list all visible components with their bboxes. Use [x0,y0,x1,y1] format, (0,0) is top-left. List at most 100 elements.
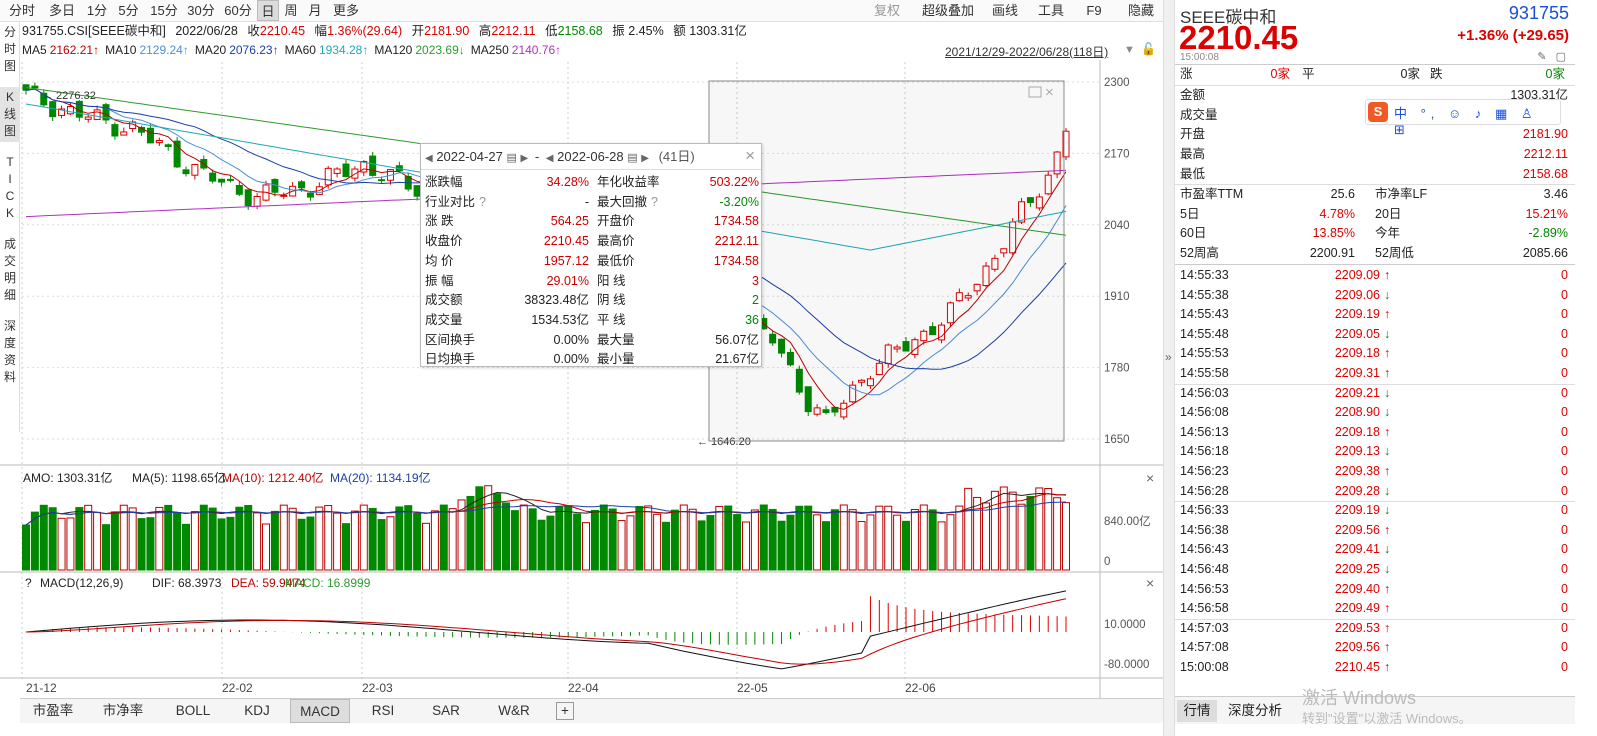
candle-body [333,168,341,174]
high-mark: ← 2276.32 [42,90,96,102]
volume-bar [93,511,102,571]
tab-depth-analysis[interactable]: 深度分析 [1228,703,1282,718]
ime-logo-icon[interactable]: S [1368,102,1388,122]
date-range-label[interactable]: 2021/12/29-2022/06/28(118日) [945,45,1109,59]
volume-bar [484,485,493,571]
period-2[interactable]: 1分 [86,3,108,18]
volume-bar [386,516,395,571]
tool-3[interactable]: 工具 [1037,3,1064,18]
panel-divider[interactable]: » [1163,0,1175,736]
amo-ma10: MA(10): 1212.40亿 [222,470,323,485]
volume-bar [1053,497,1062,571]
tab-hangqing[interactable]: 行情 [1177,700,1217,722]
candle-body [226,178,234,181]
period-4[interactable]: 15分 [150,3,178,18]
volume-bar [715,505,724,571]
indicator-tabs: 市盈率 市净率 BOLL KDJ MACD RSI SAR W&R + [20,698,1165,723]
amo-ma10-line [25,493,1067,526]
tool-5[interactable]: 隐藏 [1127,3,1154,18]
period-5[interactable]: 30分 [187,3,215,18]
price-axis-label: 1910 [1104,291,1130,303]
collapse-arrow-icon[interactable]: » [1165,350,1172,364]
down-arrow-icon: ↓ [1384,287,1391,302]
period-9[interactable]: 月 [308,3,322,18]
volume-bar [253,512,262,571]
price-axis-label: 2040 [1104,220,1130,232]
indicator-tab-4[interactable]: MACD [290,699,350,723]
popup-start-date[interactable]: 2022-04-27 [436,149,503,164]
quote-date: 2022/06/28 [175,24,238,38]
down-arrow-icon: ↓ [1384,326,1391,341]
prev-end-icon[interactable]: ◀ [545,153,554,164]
volume-bar [1017,503,1026,571]
view-4[interactable]: 深度资料 [3,319,16,384]
prev-start-icon[interactable]: ◀ [425,153,433,164]
volume-bar [395,506,404,571]
popup-end-date[interactable]: 2022-06-28 [557,149,624,164]
tick-row: 14:56:18 2209.13 ↓ 0 [1180,442,1568,462]
ime-tool-icons[interactable]: 中 °, ☺ ♪ ▦ ♙ ⊞ [1394,106,1538,137]
up-count: 0家 [1270,67,1290,81]
up-arrow-icon: ↑ [1384,620,1391,635]
indicator-tab-3[interactable]: KDJ [244,703,270,718]
next-end-icon[interactable]: ▶ [641,153,649,164]
add-tab-icon[interactable]: + [556,702,574,720]
help-icon: ? [479,194,486,209]
period-6[interactable]: 60分 [224,3,252,18]
tool-2[interactable]: 画线 [991,3,1018,18]
volume-bar [644,505,653,571]
volume-bar [848,509,857,571]
period-7[interactable]: 日 [257,0,279,21]
next-start-icon[interactable]: ▶ [520,153,529,164]
candle-body [1053,151,1061,175]
ime-toolbar[interactable]: S 中 °, ☺ ♪ ▦ ♙ ⊞ [1365,99,1561,137]
indicator-tab-6[interactable]: SAR [432,703,460,718]
quote-stat-row: 60日 13.85% 今年 -2.89% [1180,226,1568,241]
quote-tools-icons[interactable]: ✎ ▢ [1537,51,1569,63]
volume-bar [564,505,573,571]
period-0[interactable]: 分时 [8,3,35,18]
indicator-tab-7[interactable]: W&R [498,703,530,718]
volume-bar [777,520,786,571]
calendar-icon[interactable]: ▤ [627,152,638,164]
tool-4[interactable]: F9 [1086,3,1102,18]
candle-body [173,140,181,168]
period-10[interactable]: 更多 [332,3,359,18]
indicator-tab-0[interactable]: 市盈率 [32,703,74,718]
right-tabs: 行情 深度分析 [1175,696,1575,724]
view-3[interactable]: 成交明细 [3,237,16,302]
indicator-tab-2[interactable]: BOLL [175,703,211,718]
down-arrow-icon: ↓ [1384,542,1391,557]
tick-row: 14:55:38 2209.06 ↓ 0 [1180,286,1568,306]
view-0[interactable]: 分时图 [3,25,16,73]
candle-body [40,92,48,106]
volume-bar [110,511,119,571]
volume-bar [617,520,626,571]
tick-row: 14:56:23 2209.38 ↑ 0 [1180,462,1568,482]
close-icon[interactable]: × [745,146,755,165]
period-3[interactable]: 5分 [118,3,139,18]
period-8[interactable]: 周 [284,3,298,18]
ma-ma20: MA20 2076.23↑ [194,43,279,57]
open-value: 2181.90 [424,24,470,38]
range-dropdown-icon[interactable]: ▼ [1124,44,1135,56]
quote-info-line: 931755.CSI[SEEE碳中和] 2022/06/28 收2210.45 … [22,24,747,38]
tool-1[interactable]: 超级叠加 [921,3,974,18]
indicator-tab-1[interactable]: 市净率 [102,703,144,718]
amo-label: AMO: 1303.31亿 [23,470,112,485]
price-axis-label: 1650 [1104,434,1130,446]
volume-bar [128,507,137,571]
indicator-tab-5[interactable]: RSI [371,703,395,718]
tool-0[interactable]: 复权 [873,3,900,18]
candle-body [209,172,217,182]
lock-icon[interactable]: 🔓 [1141,42,1156,56]
period-1[interactable]: 多日 [48,3,75,18]
macd-dea: DEA: 59.9474 [231,576,306,590]
candle-body [804,386,812,413]
candle-body [324,167,332,186]
calendar-icon[interactable]: ▤ [506,152,517,164]
